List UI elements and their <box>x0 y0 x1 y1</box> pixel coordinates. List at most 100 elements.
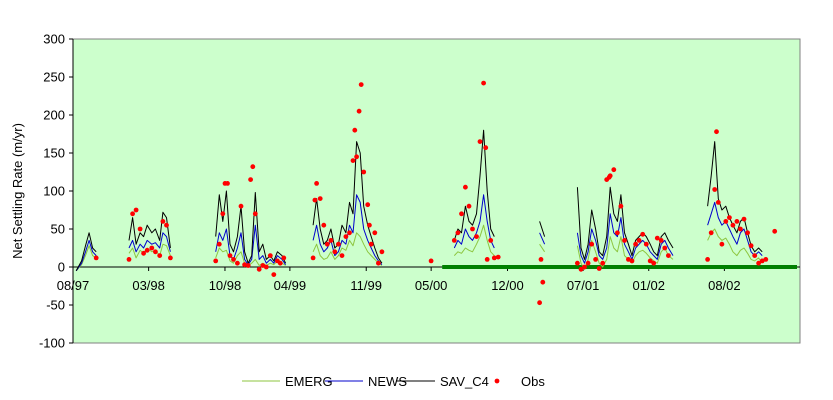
data-point-obs <box>271 272 277 277</box>
data-point-obs <box>231 257 236 262</box>
data-point-obs <box>540 279 546 285</box>
data-point-obs <box>763 257 769 262</box>
data-point-obs <box>719 241 725 247</box>
data-point-obs <box>651 260 657 266</box>
data-point-obs <box>600 260 606 266</box>
series-line-news <box>75 239 97 272</box>
series-line-sav-c4 <box>75 232 97 272</box>
data-point-obs <box>483 145 489 151</box>
data-point-obs <box>160 219 166 224</box>
data-point-obs <box>582 264 587 270</box>
data-point-obs <box>216 241 222 247</box>
data-point-obs <box>339 253 345 258</box>
data-point-obs <box>615 230 620 236</box>
points-layer <box>93 80 778 306</box>
x-tick-label: 03/98 <box>132 278 165 293</box>
series-line-news <box>215 224 287 266</box>
data-point-obs <box>213 258 219 264</box>
data-point-obs <box>245 263 251 268</box>
legend-swatch-obs <box>494 378 500 384</box>
x-tick-label: 07/01 <box>567 278 600 293</box>
x-tick-label: 01/02 <box>632 278 665 293</box>
data-point-obs <box>347 230 352 236</box>
series-layer <box>75 129 763 272</box>
data-point-obs <box>633 241 638 247</box>
data-point-obs <box>137 226 143 232</box>
legend-label-emerg: EMERG <box>285 374 333 389</box>
data-point-obs <box>730 222 736 228</box>
data-point-obs <box>626 257 631 262</box>
data-point-obs <box>538 257 544 262</box>
series-line-emerg <box>707 228 763 264</box>
data-point-obs <box>277 260 283 266</box>
data-point-obs <box>133 207 139 213</box>
data-point-obs <box>356 108 362 114</box>
series-line-sav-c4 <box>707 141 763 253</box>
data-point-obs <box>470 226 475 232</box>
y-tick-label: 300 <box>43 32 65 47</box>
data-point-obs <box>495 254 501 260</box>
data-point-obs <box>734 219 740 224</box>
y-tick-label: 250 <box>43 70 65 85</box>
series-line-sav-c4 <box>539 221 546 237</box>
series-line-news <box>707 201 763 257</box>
data-point-obs <box>708 230 714 236</box>
data-point-obs <box>772 228 778 234</box>
data-point-obs <box>324 241 330 247</box>
data-point-obs <box>317 196 323 202</box>
data-point-obs <box>149 245 155 251</box>
data-point-obs <box>250 164 256 170</box>
data-point-obs <box>354 154 359 160</box>
data-point-obs <box>235 260 240 266</box>
data-point-obs <box>372 230 378 236</box>
data-point-obs <box>715 200 721 205</box>
series-line-sav-c4 <box>128 211 171 249</box>
data-point-obs <box>328 238 334 243</box>
data-point-obs <box>712 187 718 192</box>
data-point-obs <box>157 253 163 258</box>
data-point-obs <box>252 211 258 217</box>
data-point-obs <box>130 211 136 217</box>
legend: EMERG NEWS SAV_C4 Obs <box>242 374 545 389</box>
data-point-obs <box>654 235 660 241</box>
data-point-obs <box>738 226 743 232</box>
data-point-obs <box>643 241 649 247</box>
data-point-obs <box>745 230 750 236</box>
series-line-news <box>576 213 674 264</box>
series-line-news <box>128 232 171 253</box>
data-point-obs <box>575 260 580 266</box>
x-tick-label: 05/00 <box>415 278 448 293</box>
series-line-emerg <box>539 243 546 253</box>
legend-label-sav-c4: SAV_C4 <box>440 374 489 389</box>
data-point-obs <box>336 241 341 247</box>
data-point-obs <box>93 255 99 261</box>
data-point-obs <box>312 197 318 203</box>
data-point-obs <box>618 203 624 209</box>
data-point-obs <box>365 202 371 208</box>
data-point-obs <box>451 238 457 243</box>
data-point-obs <box>267 253 273 258</box>
data-point-obs <box>220 211 226 217</box>
series-line-emerg <box>312 232 383 266</box>
data-point-obs <box>629 258 635 264</box>
data-point-obs <box>666 253 671 258</box>
data-point-obs <box>263 264 269 270</box>
series-line-news <box>539 232 546 245</box>
series-line-sav-c4 <box>312 141 383 264</box>
x-tick-label: 04/99 <box>274 278 307 293</box>
data-point-obs <box>596 266 602 271</box>
data-point-obs <box>714 129 719 135</box>
data-point-obs <box>314 181 319 186</box>
data-point-obs <box>367 222 372 228</box>
data-point-obs <box>537 300 542 306</box>
y-tick-label: 0 <box>58 260 65 275</box>
series-line-emerg <box>453 224 495 256</box>
data-point-obs <box>585 260 591 266</box>
data-point-obs <box>153 249 158 255</box>
data-point-obs <box>611 167 617 173</box>
y-tick-label: -100 <box>39 336 65 351</box>
data-point-obs <box>658 238 664 243</box>
data-point-obs <box>705 257 710 262</box>
series-line-sav-c4 <box>453 129 495 241</box>
